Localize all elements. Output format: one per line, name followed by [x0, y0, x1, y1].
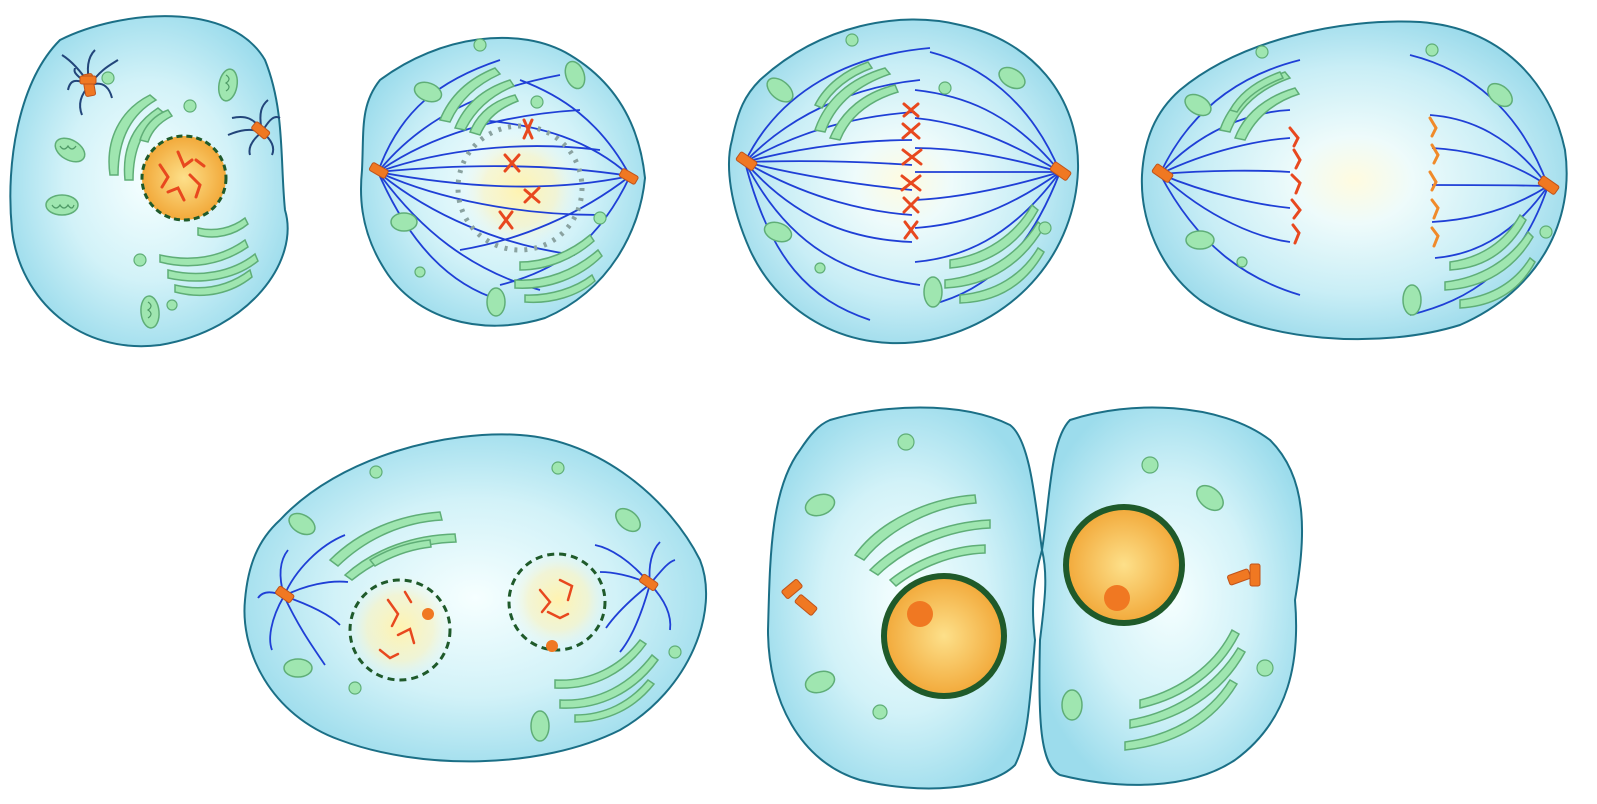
stage-metaphase [728, 18, 1080, 345]
chromosomes [498, 118, 541, 230]
mitochondria [390, 60, 586, 317]
mitochondria [804, 484, 1224, 721]
nucleolus [1104, 585, 1130, 611]
cell-membrane [243, 433, 708, 763]
golgi [853, 494, 1247, 751]
mitochondria [763, 66, 1026, 308]
centrosome [735, 151, 758, 171]
vesicles [1236, 43, 1553, 268]
chromatin-glow [460, 130, 580, 250]
fragmented-nuclear-envelope [455, 123, 585, 253]
decondensing-chromatin [378, 578, 574, 660]
cell-membrane [728, 18, 1080, 345]
nucleolus [422, 608, 434, 620]
chromatin-glow [508, 550, 608, 650]
mitochondria [283, 507, 641, 742]
centrosome [1049, 161, 1072, 181]
nucleolus [546, 640, 558, 652]
nucleolus [907, 601, 933, 627]
vesicles [814, 33, 1052, 274]
stage-anaphase [1140, 20, 1568, 341]
stage-telophase [243, 433, 708, 763]
nucleus [140, 134, 228, 222]
golgi [1219, 71, 1536, 309]
stage-prometaphase [359, 36, 647, 327]
centrosome [1537, 175, 1560, 195]
centrosome [639, 573, 659, 591]
chromatin-glow [345, 573, 455, 683]
golgi [108, 94, 259, 297]
vesicles [414, 38, 607, 278]
chromosomes [158, 150, 206, 202]
stage-cytokinesis [766, 406, 1303, 790]
golgi [328, 511, 660, 723]
nucleus [1063, 504, 1185, 626]
centrosome [275, 585, 295, 603]
centrosome [251, 121, 271, 140]
vesicles [101, 71, 197, 311]
vesicles [348, 461, 682, 695]
centrosome-pair [781, 563, 1261, 616]
golgi [813, 61, 1045, 304]
chromosomes [900, 102, 923, 240]
nucleus [881, 573, 1007, 699]
centrosome [368, 162, 389, 179]
vesicles [872, 433, 1274, 720]
centrosome [618, 168, 639, 185]
chromatids-left [1288, 126, 1302, 245]
chromatids-right [1428, 116, 1440, 248]
mitochondria [1184, 82, 1513, 316]
reforming-nucleus [507, 552, 607, 652]
mitochondria-cristae [51, 74, 230, 319]
golgi [438, 67, 603, 304]
reforming-nucleus [348, 578, 452, 682]
centrosome [79, 75, 97, 85]
centrosome [1151, 163, 1174, 183]
stage-prophase [9, 15, 289, 348]
